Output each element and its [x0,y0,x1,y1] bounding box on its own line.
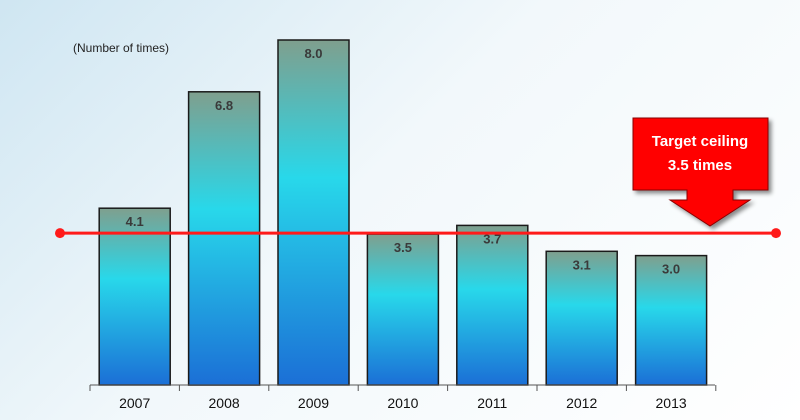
bar-2007 [98,207,171,386]
bars-group [98,39,708,386]
value-labels-group: 4.1 6.8 8.0 3.5 3.7 3.1 3.0 [126,46,680,277]
value-label-2013: 3.0 [662,262,680,277]
x-ticks-group [89,385,717,391]
target-reference-line [55,228,781,239]
x-tick-label-2010: 2010 [387,395,418,411]
value-label-2009: 8.0 [304,46,322,61]
value-label-2011: 3.7 [483,231,501,246]
value-label-2010: 3.5 [394,240,412,255]
x-tick-label-2013: 2013 [656,395,687,411]
callout-arrow-shape [632,117,769,227]
x-tick-label-2012: 2012 [566,395,597,411]
value-label-2012: 3.1 [573,257,591,272]
reference-line-right-dot [771,228,781,239]
reference-line-left-dot [55,228,65,239]
x-tick-label-2009: 2009 [298,395,329,411]
x-tick-labels-group: 2007 2008 2009 2010 2011 2012 2013 [119,395,687,411]
bar-2010 [366,233,440,386]
bar-2009 [277,39,350,386]
callout-line-2: 3.5 times [668,157,732,174]
x-tick-label-2007: 2007 [119,395,150,411]
x-tick-label-2011: 2011 [477,395,507,411]
value-label-2007: 4.1 [126,214,144,229]
x-tick-label-2008: 2008 [209,395,240,411]
value-label-2008: 6.8 [215,98,233,113]
callout-line-1: Target ceiling [652,133,748,150]
bar-2008 [187,91,261,386]
target-callout [632,117,769,227]
bar-2011 [456,224,529,386]
y-axis-label: (Number of times) [73,41,169,55]
bar-2012 [545,250,618,386]
bar-2013 [634,254,708,386]
